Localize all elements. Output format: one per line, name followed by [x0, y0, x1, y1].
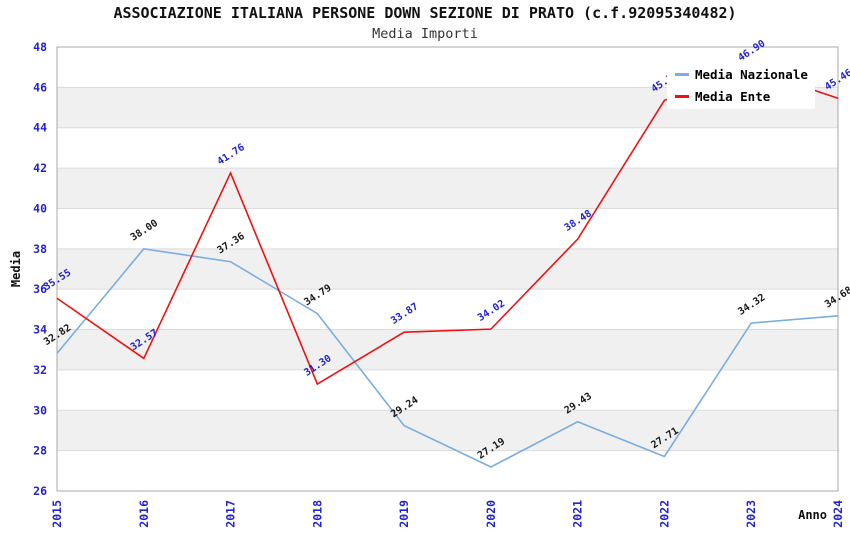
data-label-media-nazionale: 38.00 [129, 218, 160, 244]
y-tick-label: 40 [33, 201, 47, 215]
y-tick-label: 42 [33, 161, 47, 175]
chart-subtitle: Media Importi [372, 26, 478, 42]
grid-band [57, 168, 838, 209]
x-tick-label: 2019 [397, 500, 411, 528]
plot-border [56, 46, 839, 492]
grid-band [57, 248, 838, 290]
data-label-media-ente: 46.90 [736, 38, 767, 64]
x-tick-label: 2018 [310, 500, 324, 528]
y-tick-label: 38 [33, 242, 47, 256]
x-tick-label: 2020 [484, 500, 498, 528]
legend: Media Nazionale Media Ente [667, 62, 815, 109]
x-tick-label: 2024 [831, 500, 845, 528]
x-tick-label: 2023 [744, 500, 758, 528]
series-line-media-nazionale [56, 247, 839, 468]
legend-swatch-media-nazionale [675, 73, 689, 76]
legend-label-media-ente: Media Ente [695, 89, 771, 104]
x-tick-label: 2017 [224, 500, 238, 528]
y-tick-label: 34 [33, 323, 47, 337]
x-tick-label: 2016 [137, 500, 151, 528]
x-tick-label: 2015 [50, 500, 64, 528]
data-label-media-ente: 34.02 [476, 298, 507, 324]
legend-label-media-nazionale: Media Nazionale [695, 67, 808, 82]
legend-swatch-media-ente [675, 95, 689, 98]
data-label-media-ente: 33.87 [389, 301, 420, 327]
chart-title: ASSOCIAZIONE ITALIANA PERSONE DOWN SEZIO… [113, 4, 737, 22]
data-label-media-nazionale: 34.32 [736, 292, 767, 318]
y-tick-label: 36 [33, 282, 47, 296]
x-axis-title: Anno [798, 508, 827, 522]
y-tick-label: 48 [33, 40, 47, 54]
x-tick-label: 2022 [657, 500, 671, 528]
data-label-media-ente: 41.76 [216, 142, 247, 168]
y-tick-label: 32 [33, 363, 47, 377]
grid-band [57, 329, 838, 370]
y-tick-label: 44 [33, 121, 47, 135]
legend-item-media-ente: Media Ente [675, 89, 807, 104]
y-tick-label: 30 [33, 403, 47, 417]
y-tick-label: 26 [33, 484, 47, 498]
y-tick-label: 28 [33, 444, 47, 458]
x-tick-label: 2021 [571, 500, 585, 528]
grid-band [57, 410, 838, 451]
y-tick-label: 46 [33, 80, 47, 94]
legend-item-media-nazionale: Media Nazionale [675, 67, 808, 82]
y-axis-title: Media [9, 251, 23, 287]
